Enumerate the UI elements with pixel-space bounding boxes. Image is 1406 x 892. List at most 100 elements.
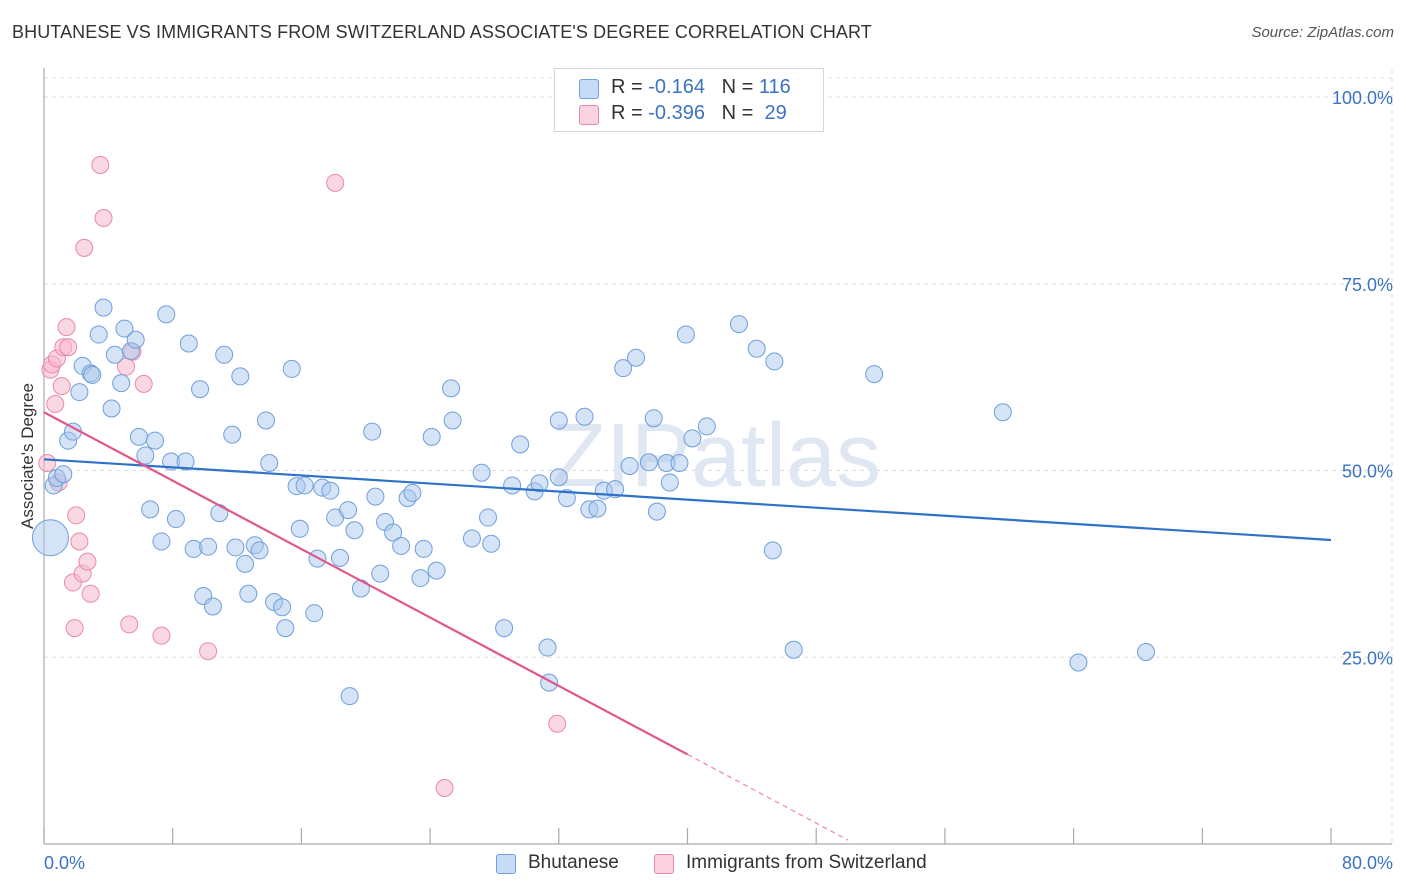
data-point-bhutanese [763, 541, 782, 560]
data-point-bhutanese [223, 425, 242, 444]
data-point-switzerland [120, 615, 139, 634]
data-point-switzerland [46, 395, 65, 414]
legend-r-value: -0.396 [648, 102, 705, 124]
data-point-bhutanese [363, 422, 382, 441]
data-point-bhutanese [784, 640, 803, 659]
data-point-bhutanese [199, 537, 218, 556]
data-point-bhutanese [260, 454, 279, 473]
legend-n-label: N = [721, 76, 759, 98]
data-point-switzerland [94, 209, 113, 228]
bottom-legend-swatch-pink [654, 854, 674, 874]
data-point-bhutanese [549, 468, 568, 487]
data-point-bhutanese [442, 379, 461, 398]
data-point-bhutanese [276, 619, 295, 638]
data-point-bhutanese [179, 334, 198, 353]
legend-n-label: N = [721, 102, 759, 124]
data-point-bhutanese [129, 427, 148, 446]
data-point-bhutanese [627, 348, 646, 367]
data-point-switzerland [52, 377, 71, 396]
data-point-bhutanese [472, 463, 491, 482]
data-point-bhutanese [290, 519, 309, 538]
data-point-switzerland [67, 506, 86, 525]
data-point-bhutanese [479, 508, 498, 527]
data-point-bhutanese [670, 454, 689, 473]
data-point-bhutanese [340, 687, 359, 706]
data-point-bhutanese [1136, 643, 1155, 662]
data-point-bhutanese [993, 403, 1012, 422]
bottom-legend-label: Immigrants from Switzerland [686, 852, 927, 873]
data-point-bhutanese [482, 534, 501, 553]
source-text: Source: ZipAtlas.com [1251, 24, 1394, 41]
data-point-bhutanese [606, 480, 625, 499]
data-point-switzerland [38, 454, 57, 473]
y-tick-label: 25.0% [1342, 648, 1393, 668]
data-point-bhutanese [588, 499, 607, 518]
tick-labels: 25.0% 50.0% 75.0% 100.0% 0.0% 80.0% [44, 88, 1393, 873]
data-point-bhutanese [295, 476, 314, 495]
data-point-switzerland [57, 318, 76, 337]
data-point-bhutanese [31, 519, 69, 557]
trend-line-switzerland-extension [687, 753, 849, 841]
data-point-bhutanese [660, 473, 679, 492]
data-point-bhutanese [115, 319, 134, 338]
data-point-bhutanese [136, 446, 155, 465]
data-point-switzerland [548, 714, 567, 733]
data-point-bhutanese [392, 536, 411, 555]
legend-r-value: -0.164 [648, 76, 705, 98]
data-point-bhutanese [676, 325, 695, 344]
data-point-bhutanese [250, 541, 269, 560]
legend-n-value: 29 [758, 102, 787, 124]
data-point-switzerland [75, 238, 94, 257]
data-point-switzerland [326, 173, 345, 192]
data-point-switzerland [78, 552, 97, 571]
data-point-bhutanese [126, 330, 145, 349]
data-point-switzerland [70, 532, 89, 551]
bottom-legend-swatch-blue [496, 854, 516, 874]
data-point-bhutanese [215, 345, 234, 364]
bottom-legend-label: Bhutanese [528, 852, 619, 873]
data-point-bhutanese [557, 489, 576, 508]
data-point-bhutanese [191, 380, 210, 399]
data-point-bhutanese [94, 298, 113, 317]
x-tick-label: 0.0% [44, 853, 85, 873]
data-point-bhutanese [530, 474, 549, 493]
data-point-bhutanese [112, 374, 131, 393]
data-point-bhutanese [620, 457, 639, 476]
x-tick-label: 80.0% [1342, 853, 1393, 873]
legend-r-label: R = [611, 76, 649, 98]
y-tick-label: 100.0% [1332, 88, 1393, 108]
data-point-bhutanese [105, 345, 124, 364]
legend-n-value: 116 [758, 76, 791, 98]
data-point-bhutanese [414, 539, 433, 558]
y-tick-label: 50.0% [1342, 462, 1393, 482]
data-point-bhutanese [210, 504, 229, 523]
data-point-bhutanese [644, 409, 663, 428]
data-point-bhutanese [639, 453, 658, 472]
data-point-bhutanese [371, 564, 390, 583]
data-point-bhutanese [331, 548, 350, 567]
data-point-bhutanese [146, 431, 165, 450]
data-point-switzerland [81, 584, 100, 603]
legend-r-label: R = [611, 102, 649, 124]
data-point-bhutanese [102, 399, 121, 418]
data-point-bhutanese [203, 597, 222, 616]
data-point-bhutanese [865, 365, 884, 384]
data-point-bhutanese [273, 598, 292, 617]
data-point-bhutanese [495, 619, 514, 638]
data-point-switzerland [65, 619, 84, 638]
data-point-switzerland [199, 642, 218, 661]
data-point-bhutanese [384, 523, 403, 542]
data-point-switzerland [59, 338, 78, 357]
data-point-bhutanese [747, 339, 766, 358]
data-point-bhutanese [549, 411, 568, 430]
y-axis-label: Associate's Degree [18, 383, 37, 529]
chart-title: BHUTANESE VS IMMIGRANTS FROM SWITZERLAND… [12, 22, 872, 42]
data-point-bhutanese [89, 325, 108, 344]
data-point-bhutanese [152, 532, 171, 551]
data-point-switzerland [91, 155, 110, 174]
data-point-bhutanese [282, 359, 301, 378]
data-point-bhutanese [366, 487, 385, 506]
data-point-switzerland [152, 626, 171, 645]
data-point-bhutanese [538, 638, 557, 657]
